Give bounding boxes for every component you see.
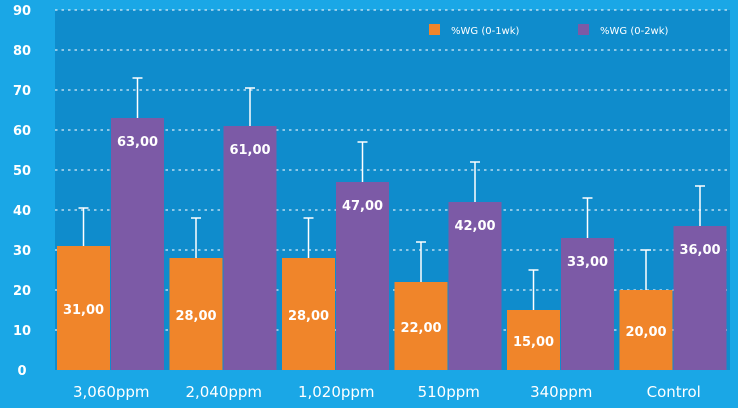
bar bbox=[223, 126, 277, 370]
data-label: 61,00 bbox=[229, 143, 270, 158]
bar bbox=[282, 258, 335, 370]
plot-area bbox=[55, 10, 730, 370]
bar bbox=[507, 310, 560, 370]
x-tick-label: Control bbox=[647, 383, 701, 401]
y-tick-label: 80 bbox=[13, 44, 31, 59]
bar bbox=[336, 182, 389, 370]
y-tick-label: 40 bbox=[13, 204, 31, 219]
data-label: 42,00 bbox=[454, 219, 495, 234]
y-tick-label: 30 bbox=[13, 244, 31, 259]
y-axis: 0 10 20 30 40 50 60 70 80 90 bbox=[13, 4, 31, 379]
y-tick-label: 60 bbox=[13, 124, 31, 139]
x-tick-label: 1,020ppm bbox=[298, 383, 375, 401]
data-label: 47,00 bbox=[342, 199, 383, 214]
bar bbox=[561, 238, 614, 370]
legend-swatch bbox=[578, 24, 589, 35]
data-label: 28,00 bbox=[175, 309, 216, 324]
y-tick-label: 10 bbox=[13, 324, 31, 339]
bar bbox=[169, 258, 223, 370]
x-tick-label: 2,040ppm bbox=[185, 383, 262, 401]
legend-label: %WG (0-1wk) bbox=[451, 26, 520, 37]
data-label: 31,00 bbox=[63, 303, 104, 318]
y-tick-label: 90 bbox=[13, 4, 31, 19]
bar bbox=[394, 282, 448, 370]
bar bbox=[448, 202, 502, 370]
x-tick-label: 340ppm bbox=[530, 383, 592, 401]
bars: 31,00 63,00 28,00 61,00 28,00 47,00 22,00 42,00… bbox=[57, 77, 727, 370]
bar bbox=[111, 118, 164, 370]
data-label: 22,00 bbox=[400, 321, 441, 336]
data-label: 15,00 bbox=[513, 335, 554, 350]
data-label: 63,00 bbox=[117, 135, 158, 150]
bar bbox=[673, 226, 727, 370]
legend-label: %WG (0-2wk) bbox=[600, 26, 669, 37]
data-label: 28,00 bbox=[288, 309, 329, 324]
data-label: 33,00 bbox=[567, 255, 608, 270]
y-tick-label: 20 bbox=[13, 284, 31, 299]
y-tick-label: 0 bbox=[17, 364, 26, 379]
legend-swatch bbox=[429, 24, 440, 35]
gridlines bbox=[55, 9, 730, 331]
bar bbox=[57, 246, 110, 370]
x-tick-label: 510ppm bbox=[418, 383, 480, 401]
legend: %WG (0-1wk) %WG (0-2wk) bbox=[429, 24, 669, 37]
y-tick-label: 50 bbox=[13, 164, 31, 179]
x-tick-label: 3,060ppm bbox=[73, 383, 150, 401]
x-axis: 3,060ppm 2,040ppm 1,020ppm 510ppm 340ppm Cont… bbox=[73, 383, 701, 401]
y-tick-label: 70 bbox=[13, 84, 31, 99]
data-label: 36,00 bbox=[679, 243, 720, 258]
data-label: 20,00 bbox=[625, 325, 666, 340]
bar bbox=[619, 290, 673, 370]
